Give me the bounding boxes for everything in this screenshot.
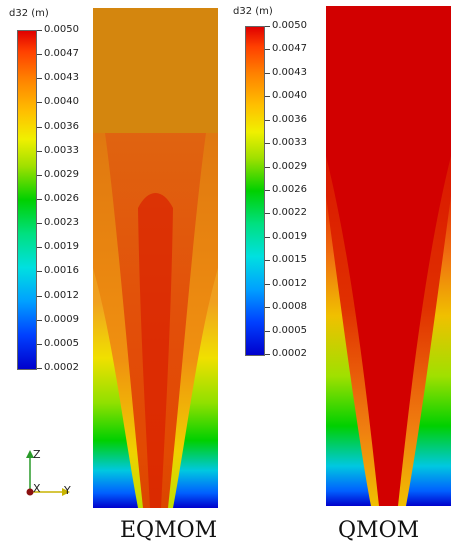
colorbar-tick [37, 271, 42, 273]
colorbar-tick [37, 343, 42, 345]
colorbar-tick-label: 0.0026 [272, 184, 307, 195]
colorbar-tick-label: 0.0002 [44, 362, 79, 373]
colorbar-tick [265, 260, 270, 262]
colorbar-tick-label: 0.0015 [272, 254, 307, 266]
axes-triad: Z X Y [20, 448, 80, 508]
colorbar-tick-label: 0.0005 [272, 324, 307, 336]
caption-eqmom: EQMOM [120, 518, 218, 543]
colorbar-tick-label: 0.0008 [272, 301, 307, 313]
colorbar-tick-label: 0.0022 [272, 207, 307, 219]
colorbar-tick [265, 166, 270, 168]
colorbar-tick [37, 54, 42, 56]
colorbar-tick-label: 0.0043 [272, 66, 307, 78]
colorbar-tick [37, 78, 42, 80]
colorbar-qmom: d32 (m) 0.0050 0.0047 0.0043 0.0040 0.0036 0.… [233, 6, 315, 376]
colorbar-tick [37, 30, 42, 31]
axis-label-y: Y [64, 484, 71, 497]
colorbar-tick-label: 0.0043 [44, 72, 79, 84]
colorbar-gradient [245, 26, 265, 356]
colorbar-tick [265, 72, 270, 74]
colorbar-title: d32 (m) [233, 6, 273, 17]
contour-panel-qmom [326, 6, 451, 506]
colorbar-tick [265, 307, 270, 309]
colorbar-tick [37, 319, 42, 321]
colorbar-tick [37, 223, 42, 225]
colorbar-tick [265, 354, 270, 355]
colorbar-tick [37, 368, 42, 369]
colorbar-tick-label: 0.0047 [44, 48, 79, 60]
eqmom-upper-region [93, 8, 218, 133]
colorbar-tick-label: 0.0005 [44, 337, 79, 349]
colorbar-tick-label: 0.0019 [44, 241, 79, 253]
colorbar-tick-label: 0.0033 [272, 137, 307, 149]
colorbar-title: d32 (m) [9, 8, 49, 19]
colorbar-tick-label: 0.0036 [44, 120, 79, 132]
colorbar-tick-label: 0.0029 [272, 160, 307, 172]
colorbar-tick [37, 247, 42, 249]
colorbar-tick [265, 26, 270, 27]
colorbar-tick [37, 174, 42, 176]
colorbar-tick [37, 295, 42, 297]
contour-panel-eqmom [93, 8, 218, 508]
colorbar-tick [265, 190, 270, 191]
colorbar-tick [37, 150, 42, 152]
colorbar-tick [265, 330, 270, 332]
axis-label-z: Z [33, 448, 41, 461]
colorbar-tick [265, 96, 270, 98]
qmom-core-plume [326, 6, 451, 506]
colorbar-tick-label: 0.0040 [44, 96, 79, 108]
colorbar-tick [37, 199, 42, 200]
colorbar-tick-label: 0.0016 [44, 265, 79, 277]
colorbar-tick-label: 0.0019 [272, 230, 307, 242]
colorbar-tick [265, 213, 270, 215]
colorbar-tick [265, 236, 270, 238]
colorbar-tick [37, 102, 42, 104]
colorbar-tick-label: 0.0023 [44, 217, 79, 229]
colorbar-eqmom: d32 (m) 0.0050 0.0047 0.0043 0.0040 0.0036 0.… [9, 8, 85, 378]
colorbar-tick-label: 0.0012 [44, 289, 79, 301]
eqmom-inner-core [138, 193, 173, 508]
colorbar-tick-label: 0.0029 [44, 168, 79, 180]
colorbar-tick-label: 0.0036 [272, 113, 307, 125]
colorbar-gradient [17, 30, 37, 370]
colorbar-tick-label: 0.0012 [272, 277, 307, 289]
colorbar-tick-label: 0.0050 [44, 24, 79, 35]
colorbar-tick [265, 143, 270, 145]
axis-label-x: X [33, 482, 41, 495]
colorbar-tick [265, 49, 270, 51]
colorbar-tick-label: 0.0050 [272, 20, 307, 31]
colorbar-tick-label: 0.0009 [44, 313, 79, 325]
colorbar-tick-label: 0.0026 [44, 193, 79, 204]
colorbar-tick-label: 0.0040 [272, 90, 307, 102]
colorbar-tick-label: 0.0002 [272, 348, 307, 359]
colorbar-tick [265, 119, 270, 121]
colorbar-tick [265, 283, 270, 285]
colorbar-tick-label: 0.0047 [272, 43, 307, 55]
colorbar-tick-label: 0.0033 [44, 144, 79, 156]
colorbar-tick [37, 126, 42, 128]
caption-qmom: QMOM [338, 518, 420, 543]
